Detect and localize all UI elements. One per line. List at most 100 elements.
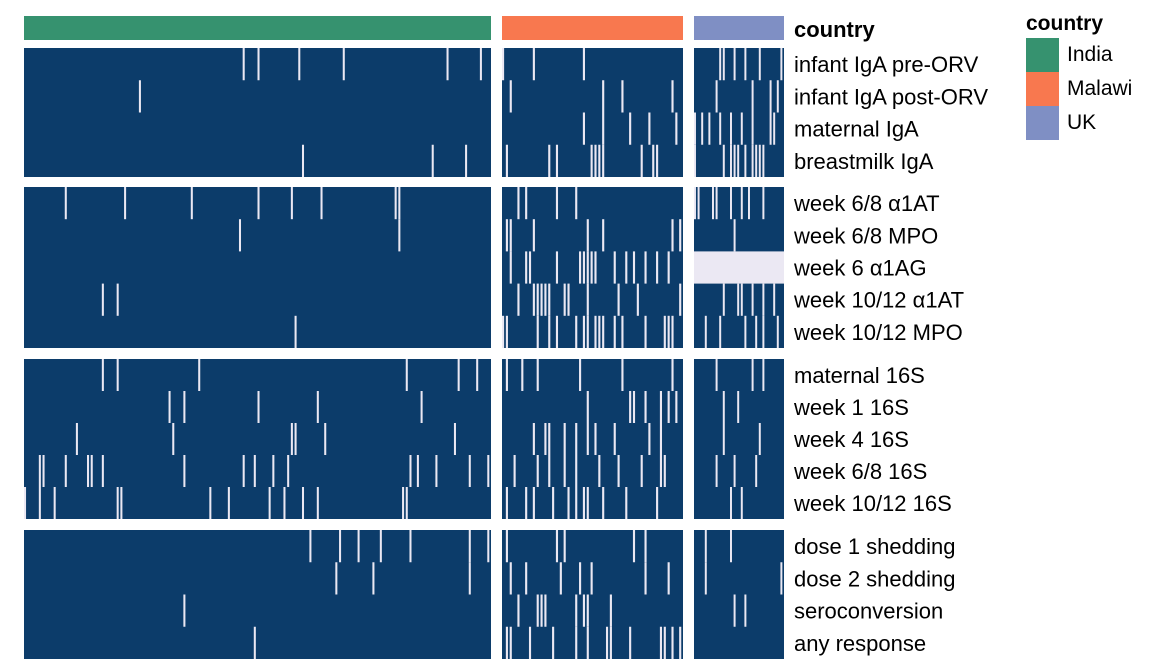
cell-missing bbox=[715, 359, 718, 391]
row-label: week 10/12 MPO bbox=[793, 320, 963, 345]
cell-missing bbox=[402, 487, 405, 519]
cell-missing bbox=[468, 530, 471, 563]
cell-missing bbox=[468, 455, 471, 487]
cell-missing bbox=[540, 594, 543, 627]
cell-missing bbox=[656, 144, 659, 177]
row-label: breastmilk IgA bbox=[794, 149, 934, 174]
cell-block-uk-group-4 bbox=[694, 530, 784, 659]
cell-missing bbox=[479, 48, 482, 81]
cell-missing bbox=[257, 391, 260, 423]
cell-missing bbox=[609, 594, 612, 627]
cell-missing bbox=[582, 112, 585, 145]
cell-missing bbox=[737, 283, 740, 316]
cell-missing bbox=[468, 562, 471, 595]
cell-missing bbox=[722, 391, 725, 423]
cell-missing bbox=[116, 283, 119, 316]
cell-missing bbox=[694, 251, 784, 284]
cell-missing bbox=[528, 626, 532, 659]
cell-missing bbox=[532, 283, 535, 316]
cell-missing bbox=[124, 187, 127, 220]
cell-missing bbox=[253, 626, 256, 659]
cell-missing bbox=[552, 487, 555, 519]
cell-missing bbox=[575, 187, 578, 220]
cell-missing bbox=[505, 487, 508, 519]
cell-missing bbox=[335, 562, 338, 595]
cell-missing bbox=[667, 315, 670, 348]
heatmap-chart: country infant IgA pre-ORV infant IgA pos… bbox=[24, 16, 988, 659]
cell-missing bbox=[609, 626, 612, 659]
cell-missing bbox=[253, 455, 256, 487]
cell-missing bbox=[629, 112, 632, 145]
cell-missing bbox=[548, 315, 551, 348]
cell-missing bbox=[320, 187, 323, 220]
cell-missing bbox=[730, 530, 732, 563]
cell-missing bbox=[536, 594, 539, 627]
cell-missing bbox=[625, 487, 628, 519]
legend-label-malawi: Malawi bbox=[1067, 77, 1133, 100]
cell-missing bbox=[544, 423, 547, 455]
cell-missing bbox=[594, 251, 597, 284]
cell-missing bbox=[544, 283, 547, 316]
cell-missing bbox=[762, 359, 765, 391]
cell-missing bbox=[548, 283, 551, 316]
cell-missing bbox=[730, 187, 732, 220]
cell-missing bbox=[517, 187, 520, 220]
annotation-label: country bbox=[794, 17, 875, 42]
cell-missing bbox=[719, 112, 722, 145]
cell-missing bbox=[598, 144, 601, 177]
cell-missing bbox=[697, 187, 700, 220]
cell-missing bbox=[505, 530, 508, 563]
cell-missing bbox=[525, 562, 528, 595]
cell-missing bbox=[656, 251, 659, 284]
cell-missing bbox=[532, 487, 535, 519]
cell-missing bbox=[755, 144, 758, 177]
row-label: week 10/12 16S bbox=[793, 491, 952, 516]
cell-missing bbox=[116, 487, 119, 519]
cell-missing bbox=[780, 48, 783, 81]
cell-missing bbox=[722, 48, 725, 81]
country-annotation-bar bbox=[24, 16, 784, 40]
cell-missing bbox=[555, 315, 559, 348]
cell-missing bbox=[582, 487, 585, 519]
row-labels: infant IgA pre-ORV infant IgA post-ORV mat… bbox=[793, 52, 988, 656]
cell-missing bbox=[502, 315, 505, 348]
cell-missing bbox=[733, 594, 736, 627]
cell-missing bbox=[586, 251, 589, 284]
cell-missing bbox=[567, 283, 570, 316]
cell-missing bbox=[712, 187, 714, 220]
cell-missing bbox=[502, 48, 505, 81]
cell-missing bbox=[190, 187, 193, 220]
cell-missing bbox=[602, 112, 605, 145]
cell-missing bbox=[567, 487, 570, 519]
cell-missing bbox=[679, 219, 682, 252]
cell-missing bbox=[379, 530, 382, 563]
cell-missing bbox=[704, 562, 707, 595]
cell-missing bbox=[704, 315, 707, 348]
cell-missing bbox=[762, 283, 765, 316]
cell-missing bbox=[740, 112, 743, 145]
cell-missing bbox=[629, 391, 632, 423]
cell-missing bbox=[372, 562, 375, 595]
cell-block-india-group-3 bbox=[24, 359, 491, 519]
cell-missing bbox=[659, 626, 663, 659]
legend-label-india: India bbox=[1067, 43, 1113, 66]
cell-missing bbox=[656, 487, 659, 519]
cell-missing bbox=[586, 423, 589, 455]
cell-missing bbox=[548, 423, 551, 455]
cell-missing bbox=[733, 219, 736, 252]
cell-missing bbox=[755, 455, 758, 487]
cell-missing bbox=[722, 144, 725, 177]
cell-missing bbox=[762, 315, 765, 348]
cell-missing bbox=[621, 315, 624, 348]
cell-missing bbox=[755, 315, 758, 348]
cell-missing bbox=[505, 626, 508, 659]
cell-missing bbox=[342, 48, 345, 81]
cell-missing bbox=[722, 283, 725, 316]
cell-missing bbox=[762, 187, 765, 220]
cell-missing bbox=[671, 315, 674, 348]
row-label: week 4 16S bbox=[793, 427, 909, 452]
cell-missing bbox=[563, 455, 566, 487]
cell-missing bbox=[730, 487, 732, 519]
cell-missing bbox=[183, 594, 186, 627]
cell-missing bbox=[476, 359, 479, 391]
